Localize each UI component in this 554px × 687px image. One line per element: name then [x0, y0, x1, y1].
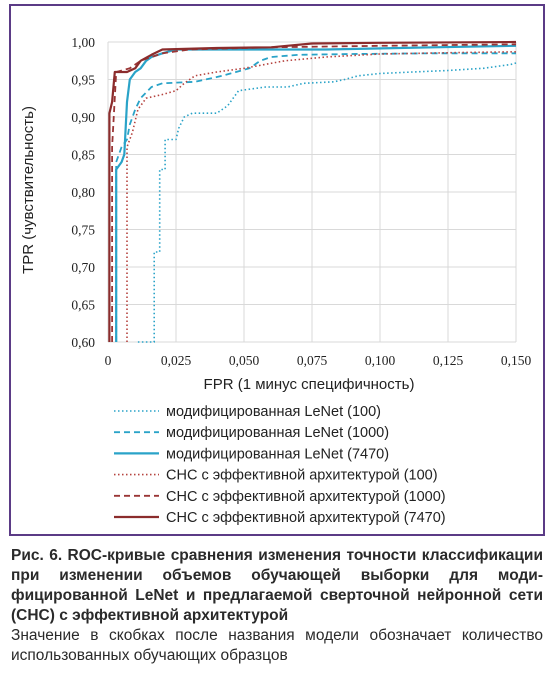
- x-tick-label: 0,050: [229, 353, 260, 368]
- x-tick-label: 0,025: [161, 353, 192, 368]
- y-tick-label: 1,00: [71, 35, 95, 50]
- chart-grid: [107, 41, 517, 343]
- x-tick-label: 0: [105, 353, 112, 368]
- y-tick-label: 0,85: [71, 148, 95, 163]
- roc-series-line: [126, 51, 517, 342]
- chart-axes: 0,60 0,65 0,70 0,75 0,80 0,85 0,90 0,95 1,00 0 0,0…: [71, 35, 531, 368]
- legend-label: СНС с эффективной архитектурой (1000): [166, 489, 446, 505]
- chart-frame: 0,60 0,65 0,70 0,75 0,80 0,85 0,90 0,95 1,00 0 0,0…: [9, 4, 545, 536]
- roc-series-line: [137, 62, 517, 343]
- caption-note: Значение в скобках после названия модели…: [11, 627, 543, 664]
- x-tick-label: 0,125: [433, 353, 464, 368]
- y-tick-label: 0,90: [71, 110, 95, 125]
- legend-label: СНС с эффективной архитектурой (7470): [166, 510, 446, 526]
- x-tick-label: 0,075: [297, 353, 328, 368]
- x-axis-title: FPR (1 минус специфичность): [204, 376, 415, 393]
- legend-label: модифицированная LeNet (1000): [166, 425, 389, 441]
- y-axis-title: TPR (чувствительность): [20, 106, 37, 274]
- chart-series: [108, 40, 517, 343]
- y-tick-label: 0,75: [71, 223, 95, 238]
- figure-caption: Рис. 6. ROC-кривые сравнения изменения т…: [11, 546, 543, 666]
- legend-label: модифицированная LeNet (100): [166, 404, 381, 420]
- x-tick-label: 0,100: [365, 353, 396, 368]
- roc-series-line: [115, 44, 517, 342]
- legend-label: СНС с эффективной архитектурой (100): [166, 468, 438, 484]
- x-tick-label: 0,150: [501, 353, 532, 368]
- legend-label: модифицированная LeNet (7470): [166, 446, 389, 462]
- roc-series-line: [111, 43, 517, 342]
- roc-series-line: [108, 40, 517, 342]
- caption-title: Рис. 6. ROC-кривые сравнения изменения т…: [11, 547, 543, 624]
- chart-legend: модифицированная LeNet (100) модифицирова…: [114, 404, 446, 526]
- y-tick-label: 0,80: [71, 185, 95, 200]
- y-tick-label: 0,70: [71, 260, 95, 275]
- y-tick-label: 0,95: [71, 73, 95, 88]
- y-tick-label: 0,65: [71, 298, 95, 313]
- y-tick-label: 0,60: [71, 335, 95, 350]
- roc-chart: 0,60 0,65 0,70 0,75 0,80 0,85 0,90 0,95 1,00 0 0,0…: [20, 35, 531, 526]
